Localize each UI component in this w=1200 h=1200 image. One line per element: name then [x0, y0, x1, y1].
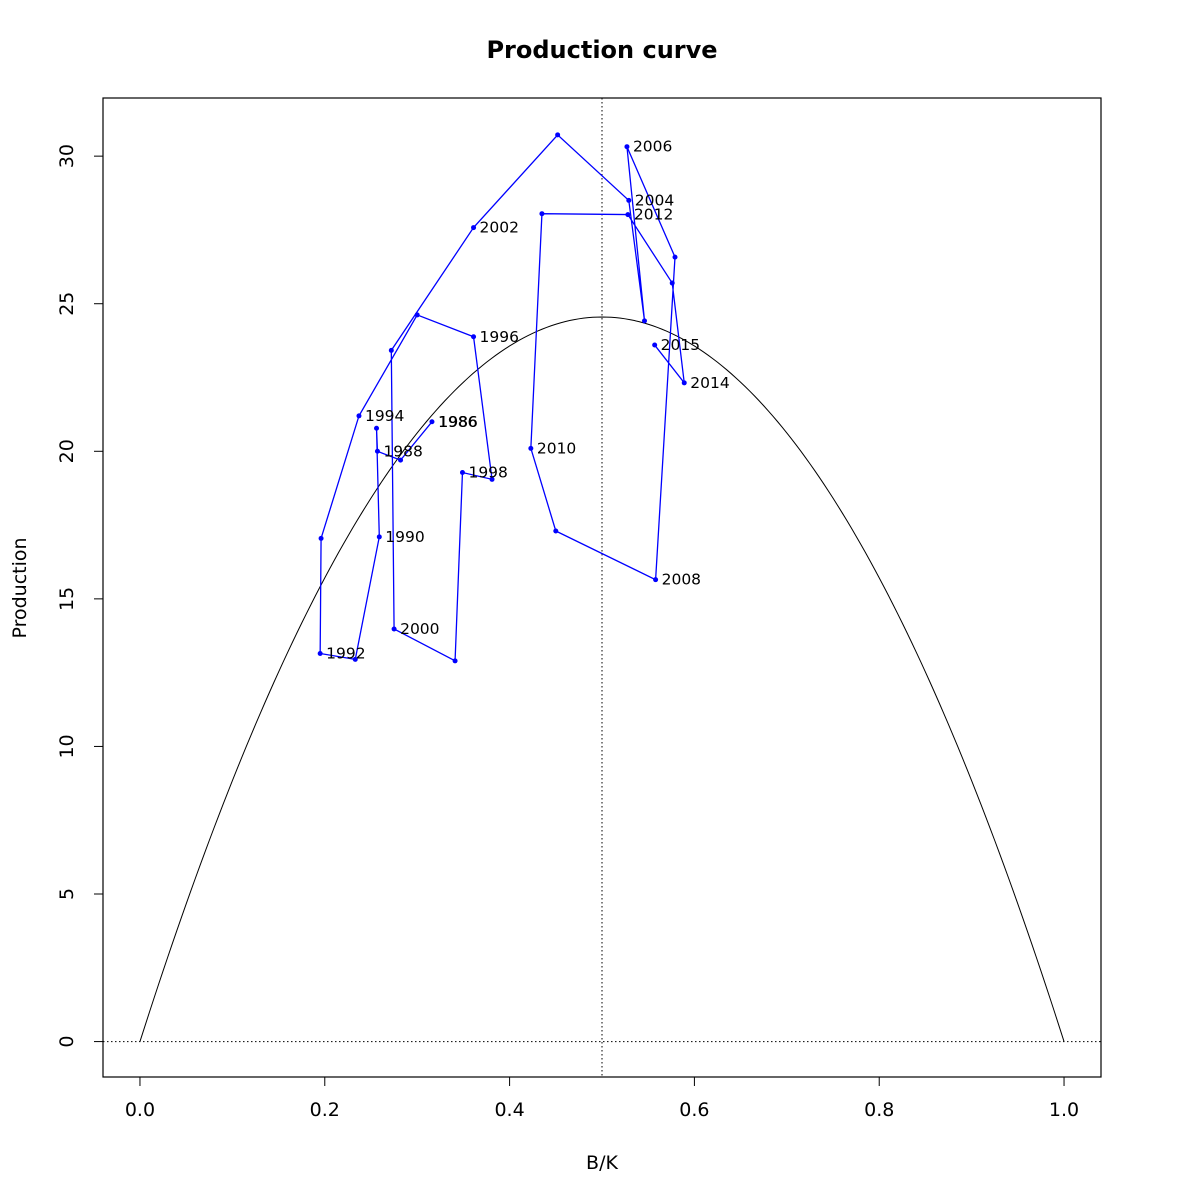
x-tick-label: 0.6 — [679, 1099, 709, 1121]
data-point-2007 — [672, 254, 678, 260]
data-point-1987 — [398, 457, 404, 463]
data-point-1991 — [352, 656, 358, 662]
production-curve-line — [139, 316, 1065, 1042]
year-label-2000: 2000 — [400, 620, 439, 638]
x-tick-label: 0.8 — [864, 1099, 894, 1121]
data-point-2000 — [391, 626, 397, 632]
data-point-2008 — [653, 577, 659, 583]
x-tick-label: 0.4 — [494, 1099, 524, 1121]
chart-title: Production curve — [486, 36, 717, 64]
year-label-1998: 1998 — [468, 464, 507, 482]
year-label-1990: 1990 — [385, 528, 424, 546]
y-tick-label: 25 — [56, 292, 78, 316]
x-tick-label: 1.0 — [1049, 1099, 1079, 1121]
data-point-2003 — [555, 132, 561, 138]
observed-series-line — [319, 133, 686, 662]
y-tick-label: 10 — [56, 734, 78, 758]
y-tick-label: 20 — [56, 439, 78, 463]
x-tick-label: 0.0 — [125, 1099, 155, 1121]
data-point-2009 — [553, 528, 559, 534]
year-label-2004: 2004 — [635, 191, 674, 209]
year-label-1992: 1992 — [326, 644, 365, 662]
year-label-2015: 2015 — [661, 336, 700, 354]
data-point-2011 — [539, 211, 545, 217]
data-point-1986 — [429, 419, 435, 425]
data-point-1993 — [318, 535, 324, 541]
plot-frame — [102, 97, 1102, 1078]
data-point-2002 — [471, 225, 477, 231]
year-label-1996: 1996 — [480, 328, 519, 346]
y-tick-label: 15 — [56, 587, 78, 611]
reference-lines — [103, 98, 1101, 1077]
y-tick-label: 30 — [56, 144, 78, 168]
data-point-2013 — [669, 280, 675, 286]
data-point-2012 — [625, 212, 631, 218]
data-point-1996 — [471, 334, 477, 340]
data-point-1999 — [452, 658, 458, 664]
data-point-2005 — [642, 318, 648, 324]
year-label-2006: 2006 — [633, 138, 672, 156]
x-axis-label: B/K — [586, 1152, 618, 1174]
observed-series-layer — [317, 132, 687, 664]
y-axis-label: Production — [9, 537, 31, 638]
data-point-2015 — [652, 342, 658, 348]
data-point-1995 — [414, 312, 420, 318]
y-tick-label: 0 — [56, 1036, 78, 1048]
y-tick-label: 5 — [56, 888, 78, 900]
year-label-2014: 2014 — [690, 374, 729, 392]
year-label-1994: 1994 — [365, 407, 404, 425]
production-curve-layer — [139, 316, 1065, 1042]
data-point-1989 — [374, 425, 380, 431]
data-point-1998 — [459, 470, 465, 476]
year-label-2012: 2012 — [634, 206, 673, 224]
annotation-label-0: 1986 — [438, 413, 477, 431]
x-tick-label: 0.2 — [310, 1099, 340, 1121]
data-point-2001 — [388, 347, 394, 353]
year-label-1986: 1986 — [438, 413, 477, 431]
data-point-2014 — [681, 380, 687, 386]
data-point-1997 — [489, 476, 495, 482]
data-point-2004 — [626, 197, 632, 203]
data-point-1990 — [376, 534, 382, 540]
year-label-2002: 2002 — [480, 219, 519, 237]
data-point-1992 — [317, 650, 323, 656]
data-point-2010 — [528, 445, 534, 451]
year-labels-layer: 1986 1988 1990 1992 1994 1996 1998 2000 2002 2004… — [326, 138, 730, 663]
year-label-1988: 1988 — [383, 442, 422, 460]
data-point-1994 — [356, 413, 362, 419]
year-label-2008: 2008 — [662, 571, 701, 589]
data-point-1988 — [374, 448, 380, 454]
data-point-2006 — [624, 144, 630, 150]
year-label-2010: 2010 — [537, 439, 576, 457]
